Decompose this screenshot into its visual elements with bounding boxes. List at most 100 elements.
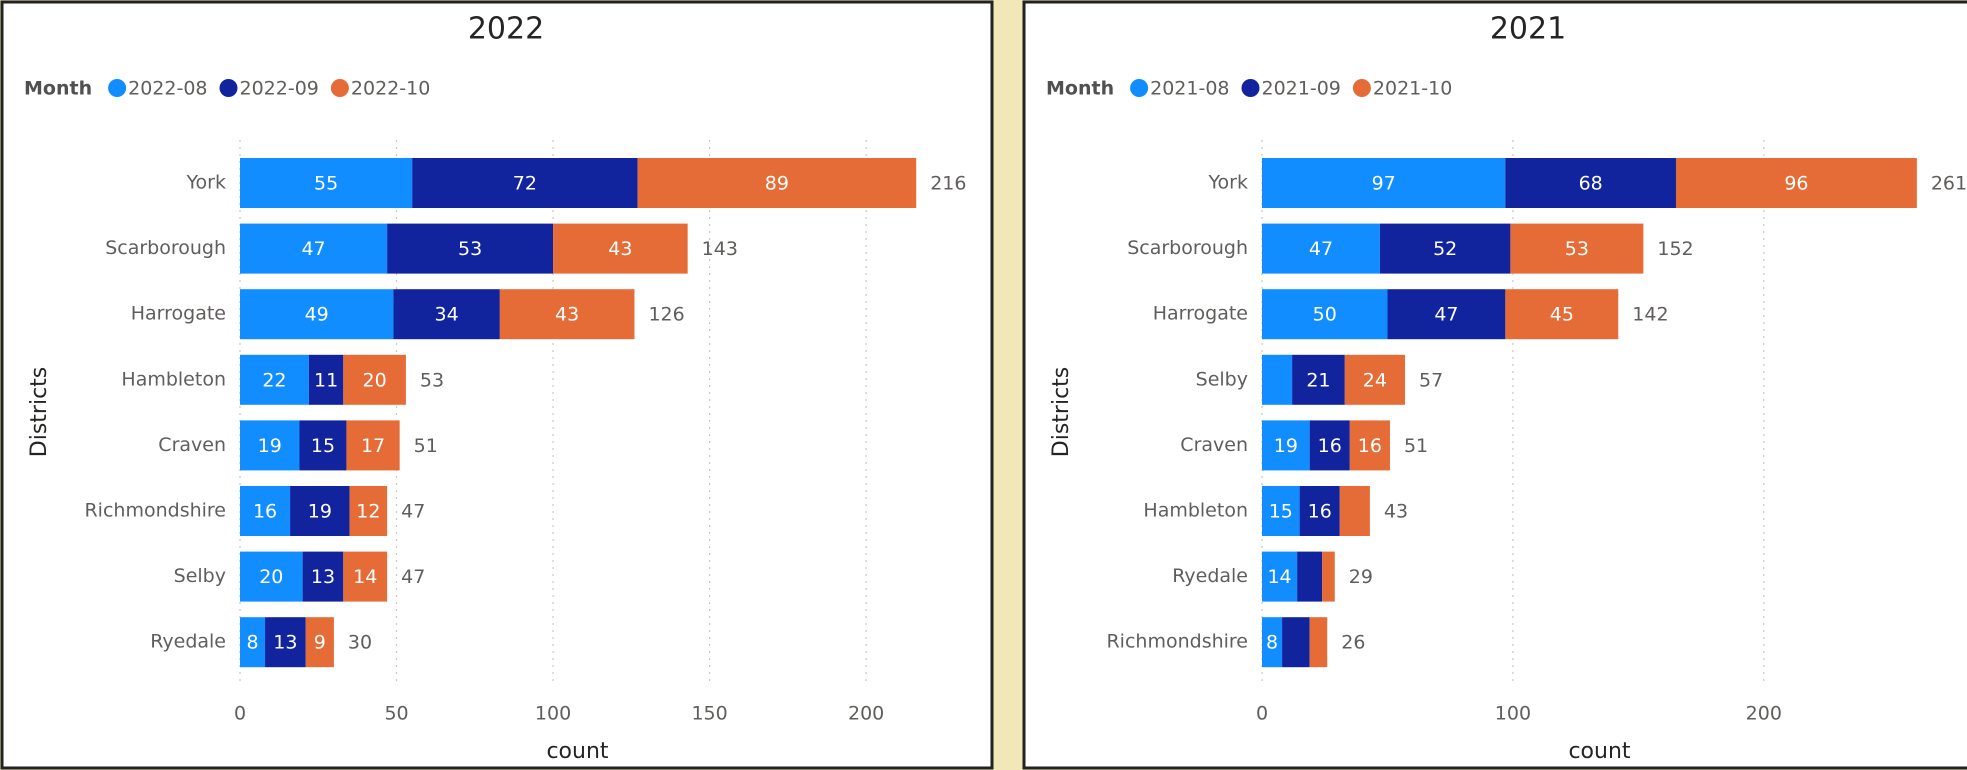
y-axis-title: Districts <box>27 367 52 457</box>
bar-segment <box>1262 354 1293 405</box>
bar-segment <box>299 420 347 471</box>
legend-swatch <box>1241 79 1260 97</box>
bar-segment <box>1262 551 1298 602</box>
bar-segment <box>393 289 500 340</box>
data-label: 43 <box>608 238 632 260</box>
data-label: 43 <box>555 304 579 326</box>
y-tick-label: Harrogate <box>131 303 226 325</box>
bar-segment <box>240 223 388 274</box>
data-label: 20 <box>363 369 387 391</box>
bar-segment <box>240 158 413 208</box>
y-tick-label: Scarborough <box>105 237 226 259</box>
data-label: 96 <box>1784 173 1808 195</box>
x-tick-label: 200 <box>848 703 884 725</box>
bar-segment <box>349 486 388 536</box>
bar-segment <box>1309 420 1350 471</box>
data-label: 72 <box>513 173 537 195</box>
bar-segment <box>499 289 635 340</box>
x-tick-label: 200 <box>1746 703 1782 725</box>
bar-segment <box>1262 289 1388 340</box>
bar-segment <box>1387 289 1506 340</box>
bar-segment <box>1282 617 1310 668</box>
data-label: 50 <box>1313 304 1337 326</box>
data-label: 52 <box>1433 238 1457 260</box>
bar-segment <box>343 551 388 602</box>
bar-segment <box>265 617 306 668</box>
total-label: 57 <box>1419 369 1443 391</box>
bar-segment <box>240 289 394 340</box>
data-label: 89 <box>765 173 789 195</box>
chart-title: 2021 <box>1490 12 1566 47</box>
legend-swatch <box>1130 79 1149 97</box>
total-label: 47 <box>401 566 425 588</box>
legend-label: 2021-10 <box>1373 78 1452 100</box>
data-label: 13 <box>273 632 297 654</box>
bar-segment <box>240 551 303 602</box>
legend-title: Month <box>1046 78 1114 100</box>
data-label: 55 <box>314 173 338 195</box>
legend-label: 2021-08 <box>1150 78 1229 100</box>
bar-segment <box>346 420 400 471</box>
legend-swatch <box>108 79 127 97</box>
bar-segment <box>1322 551 1335 602</box>
bar-segment <box>302 551 344 602</box>
legend-title: Month <box>24 78 92 100</box>
y-tick-label: Selby <box>174 565 226 587</box>
total-label: 143 <box>702 238 738 260</box>
data-label: 17 <box>361 435 385 457</box>
data-label: 15 <box>311 435 335 457</box>
y-tick-label: Craven <box>158 434 226 456</box>
chart-title: 2022 <box>468 12 544 47</box>
bar-segment <box>308 354 344 405</box>
data-label: 19 <box>1274 435 1298 457</box>
total-label: 126 <box>648 304 684 326</box>
total-label: 261 <box>1931 173 1967 195</box>
legend-label: 2022-08 <box>128 78 207 100</box>
x-tick-label: 0 <box>1256 703 1268 725</box>
y-tick-label: Harrogate <box>1153 303 1248 325</box>
bar-segment <box>412 158 638 208</box>
bar-segment <box>1262 420 1310 471</box>
total-label: 51 <box>414 435 438 457</box>
legend-swatch <box>1352 79 1371 97</box>
data-label: 12 <box>356 501 380 523</box>
bar-segment <box>553 223 688 274</box>
data-label: 16 <box>1358 435 1382 457</box>
x-tick-label: 50 <box>384 703 408 725</box>
legend-swatch <box>330 79 349 97</box>
x-tick-label: 0 <box>234 703 246 725</box>
data-label: 20 <box>259 566 283 588</box>
legend-swatch <box>219 79 238 97</box>
data-label: 13 <box>311 566 335 588</box>
bar-segment <box>1505 158 1676 208</box>
x-axis-title: count <box>1568 739 1630 764</box>
y-tick-label: Richmondshire <box>1106 631 1248 653</box>
total-label: 216 <box>930 173 966 195</box>
panel <box>1022 0 1967 770</box>
bar-segment <box>637 158 917 208</box>
data-label: 19 <box>308 501 332 523</box>
data-label: 22 <box>262 369 286 391</box>
bar-segment <box>1292 354 1345 405</box>
bar-segment <box>240 617 266 668</box>
data-label: 8 <box>246 632 258 654</box>
data-label: 47 <box>1434 304 1458 326</box>
bar-segment <box>240 486 291 536</box>
data-label: 53 <box>458 238 482 260</box>
y-axis-title: Districts <box>1049 367 1074 457</box>
bar-segment <box>1344 354 1406 405</box>
data-label: 47 <box>301 238 325 260</box>
total-label: 30 <box>348 632 372 654</box>
bar-segment <box>1262 223 1380 274</box>
legend-label: 2022-09 <box>240 78 319 100</box>
bar-segment <box>1262 158 1506 208</box>
data-label: 21 <box>1306 369 1330 391</box>
data-label: 19 <box>258 435 282 457</box>
legend-label: 2022-10 <box>351 78 430 100</box>
data-label: 68 <box>1579 173 1603 195</box>
panel <box>0 0 994 770</box>
data-label: 9 <box>314 632 326 654</box>
total-label: 43 <box>1384 501 1408 523</box>
data-label: 16 <box>1308 501 1332 523</box>
